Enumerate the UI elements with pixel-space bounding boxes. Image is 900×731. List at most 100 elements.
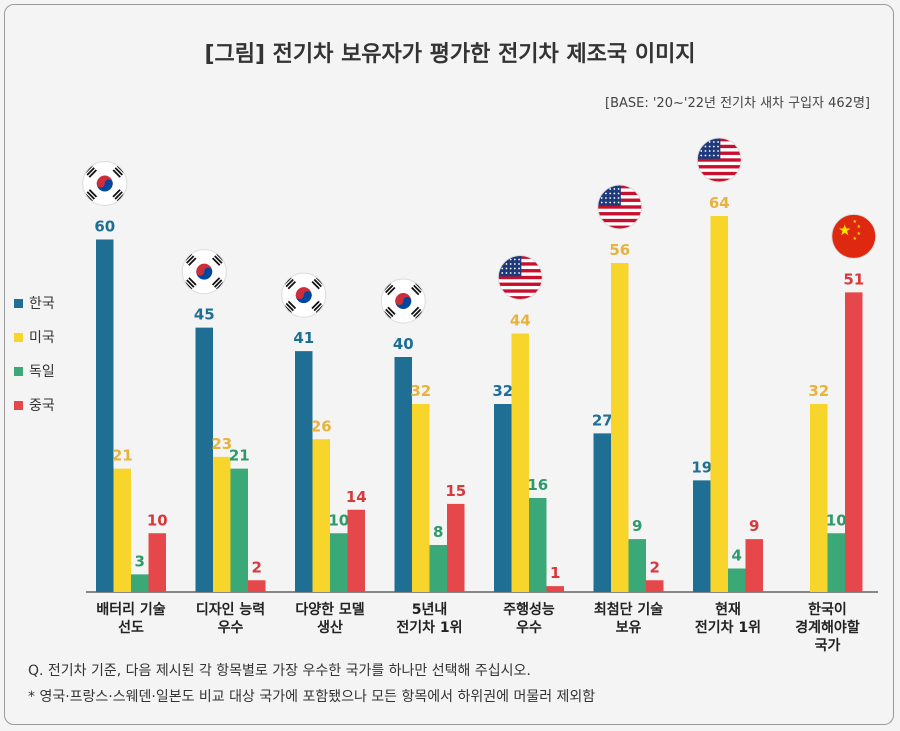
bar-6-1 [710,216,728,592]
category-label-2-1: 생산 [317,619,343,636]
data-label-4-2: 16 [527,476,548,494]
korea-flag-icon-0 [82,161,128,206]
legend-label-usa: 미국 [29,330,55,346]
bar-0-0 [96,239,114,592]
data-label-0-3: 10 [147,511,168,529]
category-label-5-1: 보유 [616,620,642,636]
category-label-1-0: 디자인 능력 [196,601,265,618]
category-label-1-1: 우수 [218,620,244,636]
category-label-7-1: 경계해야할 [795,619,860,636]
data-label-6-1: 64 [709,194,730,212]
figure-frame [4,4,894,725]
category-label-2-0: 다양한 모델 [295,602,364,618]
bar-5-2 [628,539,646,592]
legend-item-usa: 미국 [14,320,55,354]
usa-flag-icon-4 [497,255,543,300]
bar-6-3 [745,539,763,592]
chart-title: [그림] 전기차 보유자가 평가한 전기차 제조국 이미지 [204,42,696,67]
bar-7-1 [810,404,828,592]
legend: 한국 미국 독일 중국 [14,286,55,422]
data-label-3-3: 15 [445,482,466,500]
bar-5-0 [593,433,611,592]
category-label-5-0: 최첨단 기술 [594,601,663,618]
question-note: Q. 전기차 기준, 다음 제시된 각 항목별로 가장 우수한 국가를 하나만 … [28,663,531,679]
data-label-6-0: 19 [691,458,712,476]
data-label-2-0: 41 [293,329,314,347]
exclusion-note: * 영국·프랑스·스웨덴·일본도 비교 대상 국가에 포함됐으나 모든 항목에서… [28,689,596,705]
data-label-1-0: 45 [194,306,215,324]
data-label-3-2: 8 [433,523,443,541]
data-label-2-3: 14 [346,488,367,506]
data-label-4-1: 44 [510,312,531,330]
data-label-1-3: 2 [252,558,262,576]
data-label-5-1: 56 [609,241,630,259]
bar-5-1 [611,263,629,592]
legend-item-china: 중국 [14,388,55,422]
category-label-6-0: 현재 [715,602,741,618]
data-label-5-3: 2 [650,558,660,576]
korea-flag-icon-3 [380,278,426,324]
data-label-7-2: 10 [826,511,847,529]
category-label-3-1: 전기차 1위 [396,619,462,636]
bar-1-0 [195,327,213,592]
bar-2-2 [330,533,348,592]
footnotes: Q. 전기차 기준, 다음 제시된 각 항목별로 가장 우수한 국가를 하나만 … [28,658,595,710]
base-note: [BASE: '20~'22년 전기차 새차 구입자 462명] [605,96,870,111]
bar-4-0 [494,404,512,592]
data-label-4-0: 32 [492,382,513,400]
usa-flag-icon-5 [597,184,643,230]
data-label-6-2: 4 [732,547,742,565]
bar-4-2 [529,498,547,592]
legend-swatch-germany [14,366,23,376]
bar-4-1 [511,333,529,592]
data-label-0-1: 21 [112,447,133,465]
bar-7-3 [845,292,863,592]
category-label-6-1: 전기차 1위 [695,619,761,636]
data-label-2-1: 26 [311,417,332,435]
data-label-7-1: 32 [808,382,829,400]
bar-2-1 [312,439,330,592]
bar-2-3 [347,509,365,592]
bar-0-2 [131,574,149,592]
category-label-4-1: 우수 [516,620,542,636]
bar-4-3 [546,586,564,592]
bar-0-3 [148,533,166,592]
bar-3-2 [429,545,447,592]
bar-3-1 [412,404,430,592]
data-label-7-3: 51 [843,270,864,288]
legend-swatch-korea [14,298,23,308]
legend-swatch-china [14,400,23,410]
china-flag-icon-7 [831,213,877,259]
data-label-1-2: 21 [229,447,250,465]
bar-6-0 [693,480,711,592]
data-label-6-3: 9 [749,517,759,535]
category-label-3-0: 5년내 [412,602,448,618]
data-label-0-0: 60 [94,218,115,236]
category-label-0-1: 선도 [118,620,144,636]
data-label-5-0: 27 [592,411,613,429]
data-label-4-3: 1 [550,564,560,582]
legend-item-germany: 독일 [14,354,55,388]
category-label-7-2: 국가 [815,638,841,654]
bar-1-2 [230,468,248,592]
bar-7-2 [827,533,845,592]
korea-flag-icon-1 [181,249,227,295]
data-label-3-1: 32 [410,382,431,400]
legend-label-germany: 독일 [29,364,55,380]
bar-3-0 [394,357,412,592]
data-label-5-2: 9 [632,517,642,535]
category-label-4-0: 주행성능 [503,602,555,618]
legend-swatch-usa [14,332,23,342]
category-label-7-0: 한국이 [808,601,847,618]
bar-2-0 [295,351,313,592]
data-label-1-1: 23 [211,435,232,453]
data-label-3-0: 40 [393,335,414,353]
legend-item-korea: 한국 [14,286,55,320]
bar-0-1 [113,468,131,592]
bar-6-2 [728,568,746,592]
usa-flag-icon-6 [696,137,742,183]
legend-label-china: 중국 [29,398,55,414]
bar-3-3 [447,503,465,592]
bar-5-3 [646,580,664,592]
